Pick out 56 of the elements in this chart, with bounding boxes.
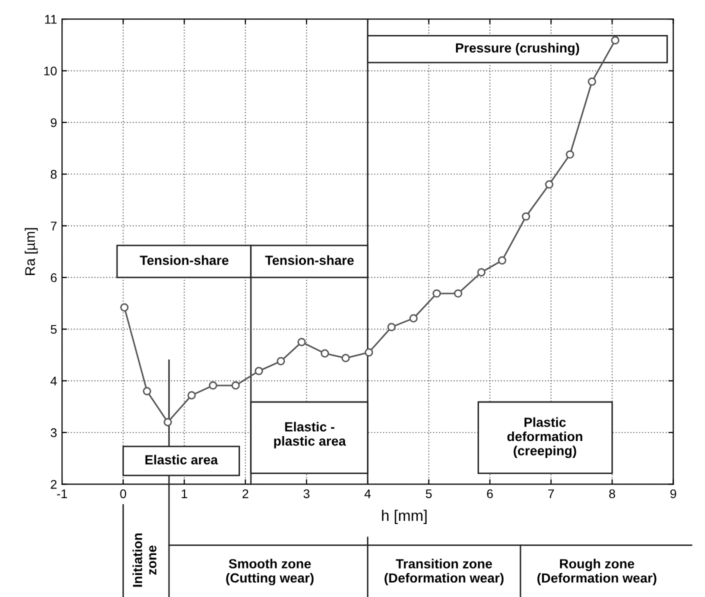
point [164,418,172,426]
text: Transition zone (Deformation wear) [384,558,504,586]
point [611,36,620,44]
x-tick-label: 5 [426,489,432,498]
x-tick-label: 2 [242,489,248,498]
y-axis-title: Ra [µm] [24,228,38,275]
annotation: Plastic deformation (creeping) [507,417,582,458]
y-tick-label: 2 [50,480,57,489]
point [341,354,350,362]
point [364,348,374,357]
annotation: Pressure (crushing) [456,42,580,56]
x-tick-label: 3 [304,489,310,498]
point [522,212,530,221]
annotation: Tension-share [265,255,354,265]
x-tick-label: -1 [57,489,67,498]
point [254,366,264,376]
y-tick-label: 3 [50,428,57,438]
point [187,391,196,400]
x-axis-title: h [mm] [382,510,427,524]
point [409,314,418,322]
point [208,381,218,390]
x-tick-label: 8 [609,489,616,498]
point [120,303,129,312]
y-tick-label: 5 [50,325,57,334]
text: Initiation zone [132,533,156,587]
point [588,77,596,86]
annotation: Elastic area [145,454,218,464]
point [566,150,574,159]
y-tick-label: 11 [45,15,57,24]
point [477,268,486,276]
annotation: Tension-share [140,255,228,265]
x-tick-label: 1 [182,489,188,498]
point [387,322,396,332]
point [276,357,286,366]
y-tick-label: 7 [50,222,57,230]
point [231,381,240,390]
x-tick-label: 9 [670,489,676,498]
point [320,349,330,358]
point [297,338,306,346]
y-tick-label: 6 [50,273,57,282]
point [454,289,462,298]
y-tick-label: 10 [44,66,57,76]
point [545,180,554,189]
annotation: Elastic - plastic area [274,422,346,448]
x-tick-label: 4 [364,489,371,498]
point [498,256,506,265]
point [142,386,152,396]
x-tick-label: 0 [120,489,126,498]
point [432,289,441,298]
x-tick-label: 7 [548,489,554,498]
y-tick-label: 8 [50,170,57,179]
text: Rough zone (Deformation wear) [537,558,656,586]
x-tick-label: 6 [487,489,493,498]
y-tick-label: 9 [50,118,57,128]
text: Smooth zone (Cutting wear) [226,558,314,586]
y-tick-label: 4 [50,376,57,386]
